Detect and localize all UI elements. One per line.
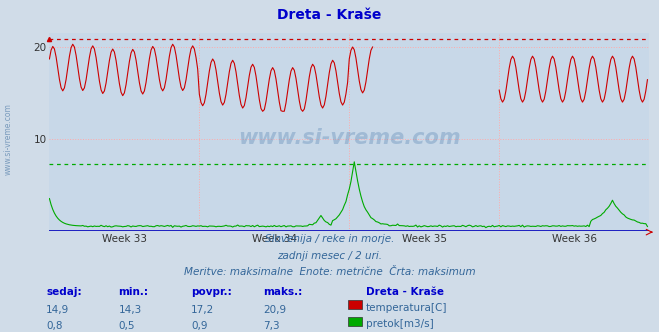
Text: sedaj:: sedaj: bbox=[46, 287, 82, 297]
Text: www.si-vreme.com: www.si-vreme.com bbox=[238, 128, 461, 148]
Text: Meritve: maksimalne  Enote: metrične  Črta: maksimum: Meritve: maksimalne Enote: metrične Črta… bbox=[184, 267, 475, 277]
Text: www.si-vreme.com: www.si-vreme.com bbox=[3, 104, 13, 175]
Text: zadnji mesec / 2 uri.: zadnji mesec / 2 uri. bbox=[277, 251, 382, 261]
Text: 7,3: 7,3 bbox=[264, 321, 280, 331]
Text: 17,2: 17,2 bbox=[191, 305, 214, 315]
Text: maks.:: maks.: bbox=[264, 287, 303, 297]
Text: 0,9: 0,9 bbox=[191, 321, 208, 331]
Text: Slovenija / reke in morje.: Slovenija / reke in morje. bbox=[265, 234, 394, 244]
Text: 14,3: 14,3 bbox=[119, 305, 142, 315]
Text: temperatura[C]: temperatura[C] bbox=[366, 303, 447, 313]
Text: povpr.:: povpr.: bbox=[191, 287, 232, 297]
Text: Dreta - Kraše: Dreta - Kraše bbox=[366, 287, 444, 297]
Text: 20,9: 20,9 bbox=[264, 305, 287, 315]
Text: 14,9: 14,9 bbox=[46, 305, 69, 315]
Text: 0,5: 0,5 bbox=[119, 321, 135, 331]
Text: Dreta - Kraše: Dreta - Kraše bbox=[277, 8, 382, 22]
Text: min.:: min.: bbox=[119, 287, 149, 297]
Text: pretok[m3/s]: pretok[m3/s] bbox=[366, 319, 434, 329]
Text: 0,8: 0,8 bbox=[46, 321, 63, 331]
